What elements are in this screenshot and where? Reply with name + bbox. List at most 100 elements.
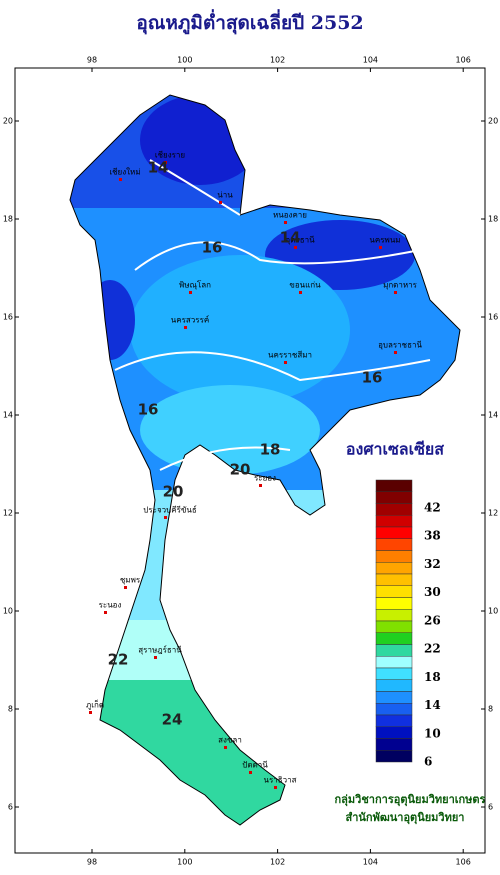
place-label: ปัตตานี: [242, 761, 268, 770]
lat-tick-label: 14: [3, 411, 13, 420]
legend-label: 38: [424, 529, 441, 543]
legend-swatch: [375, 620, 413, 633]
place-label: เชียงใหม่: [109, 168, 140, 177]
lon-tick-label: 100: [177, 56, 192, 65]
place-marker: [379, 246, 382, 249]
place-label: หนองคาย: [273, 211, 307, 220]
legend-swatch: [375, 573, 413, 586]
legend-label: 6: [424, 755, 432, 769]
lon-tick-label: 102: [270, 56, 285, 65]
contour-label: 24: [162, 711, 183, 729]
legend-label: 30: [424, 585, 441, 599]
place-label: ชุมพร: [120, 576, 141, 585]
legend-swatch: [375, 667, 413, 680]
legend-label: 42: [424, 501, 441, 515]
isotherms: [114, 159, 431, 471]
place-label: สงขลา: [218, 736, 242, 745]
credit: สำนักพัฒนาอุตุนิยมวิทยา: [346, 811, 465, 825]
place-marker: [249, 771, 252, 774]
place-marker: [164, 161, 167, 164]
lat-tick-label: 6: [488, 803, 493, 812]
lon-tick-label: 102: [270, 858, 285, 867]
place-marker: [394, 351, 397, 354]
legend-swatch: [375, 714, 413, 727]
place-marker: [104, 611, 107, 614]
legend-label: 14: [424, 698, 441, 712]
legend-swatch: [375, 597, 413, 610]
place-marker: [394, 291, 397, 294]
legend-label: 10: [424, 726, 441, 740]
legend-swatch: [375, 515, 413, 528]
place-marker: [189, 291, 192, 294]
place-label: ขอนแก่น: [289, 281, 321, 290]
place-marker: [124, 586, 127, 589]
place-label: ภูเก็ต: [86, 700, 104, 711]
place-label: เชียงราย: [155, 151, 185, 160]
legend-swatch: [375, 503, 413, 516]
place-marker: [154, 656, 157, 659]
lat-tick-label: 10: [488, 607, 498, 616]
lon-tick-label: 106: [456, 56, 471, 65]
legend-swatch: [375, 644, 413, 657]
place-label: พิษณุโลก: [179, 280, 211, 290]
place-label: ระนอง: [99, 601, 122, 610]
lat-tick-label: 10: [3, 607, 13, 616]
lat-tick-label: 20: [3, 117, 13, 126]
lon-tick-label: 106: [456, 858, 471, 867]
legend-label: 26: [424, 613, 441, 627]
place-marker: [274, 786, 277, 789]
legend-swatch: [375, 691, 413, 704]
legend-swatch: [375, 703, 413, 716]
place-marker: [164, 516, 167, 519]
place-label: อุดรธานี: [285, 236, 315, 245]
legend-swatch: [375, 550, 413, 563]
legend-swatch: [375, 632, 413, 645]
lat-tick-label: 14: [488, 411, 498, 420]
lat-tick-label: 16: [3, 313, 13, 322]
place-label: ระยอง: [254, 474, 276, 483]
place-marker: [219, 201, 222, 204]
legend-swatch: [375, 479, 413, 492]
lat-tick-label: 20: [488, 117, 498, 126]
place-marker: [284, 361, 287, 364]
lat-tick-label: 6: [8, 803, 13, 812]
lon-tick-label: 100: [177, 858, 192, 867]
lon-tick-label: 98: [87, 858, 97, 867]
legend-swatch: [375, 491, 413, 504]
place-marker: [184, 326, 187, 329]
legend: 42 38 32 30 26 22 18 14 10 6: [375, 479, 441, 769]
contour-label: 20: [230, 461, 251, 479]
place-label: นราธิวาส: [263, 776, 296, 785]
legend-swatch: [375, 585, 413, 598]
legend-label: 22: [424, 642, 441, 656]
lat-tick-label: 8: [488, 705, 493, 714]
legend-swatch: [375, 726, 413, 739]
place-label: อุบลราชธานี: [378, 341, 422, 350]
contour-label: 20: [163, 483, 184, 501]
place-marker: [89, 711, 92, 714]
contour-label: 22: [108, 651, 129, 669]
credit: กลุ่มวิชาการอุตุนิยมวิทยาเกษตร: [335, 793, 486, 807]
place-marker: [224, 746, 227, 749]
place-marker: [284, 221, 287, 224]
place-marker: [299, 291, 302, 294]
contour-label: 16: [362, 369, 383, 387]
legend-swatch: [375, 656, 413, 669]
legend-label: 32: [424, 557, 441, 571]
legend-label: 18: [424, 670, 441, 684]
legend-title: องศาเซลเซียส: [346, 440, 444, 459]
lat-tick-label: 16: [488, 313, 498, 322]
lat-tick-label: 18: [3, 215, 13, 224]
lon-tick-label: 98: [87, 56, 97, 65]
place-label: น่าน: [217, 191, 233, 200]
legend-swatch: [375, 738, 413, 751]
title: อุณหภูมิต่ำสุดเฉลี่ยปี 2552: [136, 9, 363, 35]
legend-swatch: [375, 562, 413, 575]
place-label: นครราชสีมา: [268, 351, 312, 360]
place-marker: [259, 484, 262, 487]
place-label: มุกดาหาร: [383, 281, 418, 290]
place-label: สุราษฎร์ธานี: [138, 645, 182, 655]
lat-tick-label: 8: [8, 705, 13, 714]
